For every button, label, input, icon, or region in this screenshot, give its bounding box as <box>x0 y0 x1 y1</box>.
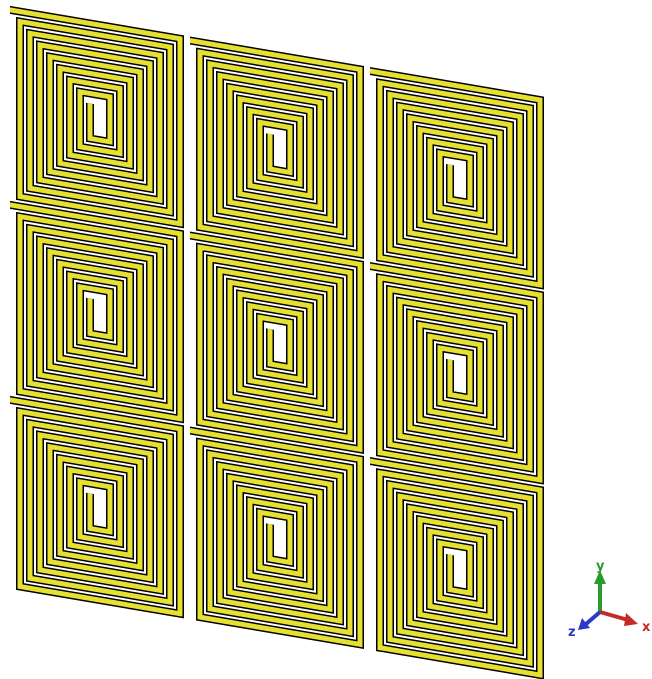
axis-triad: y x z <box>568 559 651 640</box>
axis-label-x: x <box>642 620 651 635</box>
axis-label-z: z <box>568 625 576 640</box>
viewport: y x z <box>0 0 652 679</box>
axis-label-y: y <box>596 559 605 574</box>
metasurface-panel <box>10 10 540 675</box>
